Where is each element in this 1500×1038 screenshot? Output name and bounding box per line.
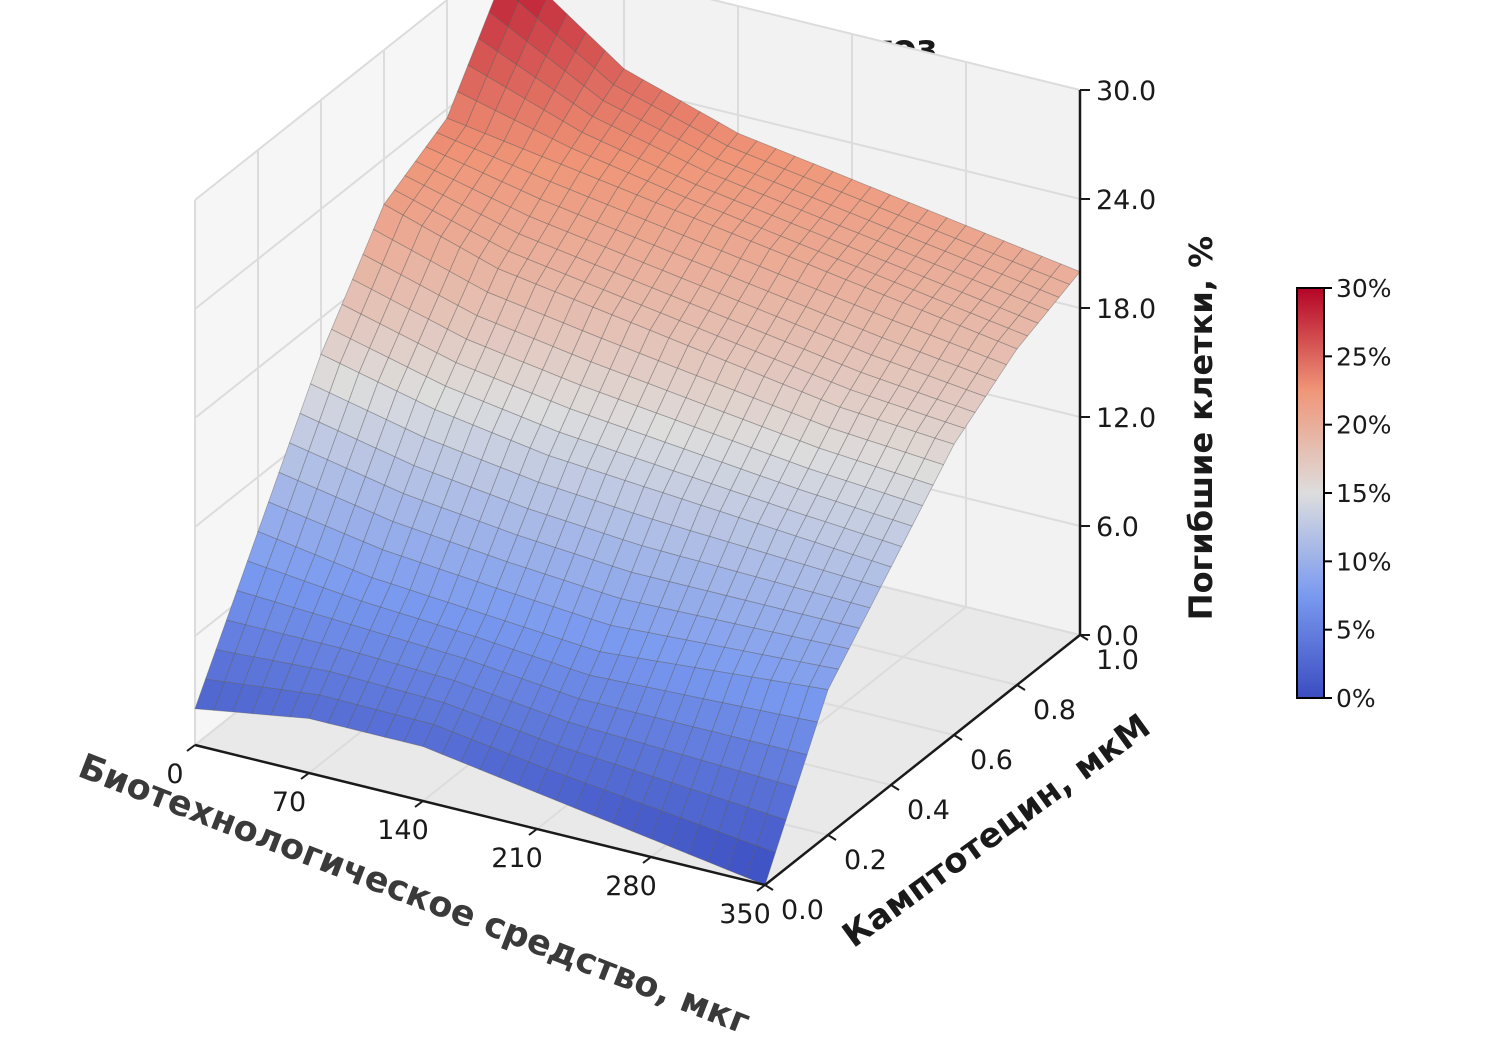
z-axis-label: Погибшие клетки, % [1182,236,1220,620]
z-tick-label: 30.0 [1096,76,1156,107]
surface-facet [818,644,850,670]
surface-facet [892,499,924,527]
surface-facet [881,519,913,548]
y-tick-label: 0.8 [1033,695,1076,726]
axes-lines [194,90,1082,887]
y-tick-mark [764,884,774,891]
colorbar-tick-label: 5% [1336,616,1376,645]
x-tick-label: 350 [719,899,771,930]
colorbar-tick-label: 0% [1336,684,1376,713]
x-tick-mark [528,828,538,836]
x-tick-mark [300,772,310,780]
y-tick-label: 0.6 [970,745,1013,776]
surface-facet [860,560,892,588]
x-tick-label: 140 [377,815,429,846]
x-tick-label: 0 [166,759,183,790]
surface-facet [776,749,808,788]
surface-mesh [194,0,1081,886]
surface-facet [944,405,976,429]
y-tick-mark [1016,684,1026,691]
colorbar-tick-label: 30% [1336,274,1392,303]
colorbar-gradient [1296,287,1325,699]
surface-facet [518,0,547,20]
y-axis-line [764,634,1081,886]
y-tick-label: 0.2 [844,845,887,876]
surface-facet [934,421,966,445]
y-tick-label: 0.4 [907,795,950,826]
surface-facet [850,581,882,609]
x-tick-mark [756,884,766,892]
surface-facet [829,623,861,650]
y-tick-mark [827,834,837,841]
colorbar-tick-label: 15% [1336,479,1392,508]
z-tick-label: 18.0 [1096,294,1156,325]
x-axis-line [194,743,766,887]
grid-line [194,0,449,201]
surface-facet [902,478,934,507]
surface-facet [986,340,1018,366]
y-tick-label: 0.0 [781,895,824,926]
x-tick-mark [414,800,424,808]
x-tick-mark [642,856,652,864]
colorbar-tick-label: 20% [1336,411,1392,440]
z-tick-label: 0.0 [1096,621,1139,652]
z-tick-label: 24.0 [1096,185,1156,216]
x-tick-label: 280 [605,871,657,902]
surface-facet [839,602,871,629]
surface-facet [1007,315,1039,337]
z-tick-label: 6.0 [1096,512,1139,543]
x-tick-label: 70 [272,787,306,818]
colorbar: 0% 5% 10% 15% 20% 25% 30% [1296,274,1392,713]
surface-facet [515,0,520,3]
x-tick-label: 210 [491,843,543,874]
y-tick-label: 1.0 [1096,645,1139,676]
y-tick-mark [890,784,900,791]
y-tick-mark [953,734,963,741]
z-tick-label: 12.0 [1096,403,1156,434]
x-tick-mark [186,744,196,752]
surface-facet [955,389,987,413]
colorbar-tick-label: 10% [1336,547,1392,576]
colorbar-tick-label: 25% [1336,342,1392,371]
surface-facet [913,458,945,486]
grid-line [709,0,1081,91]
